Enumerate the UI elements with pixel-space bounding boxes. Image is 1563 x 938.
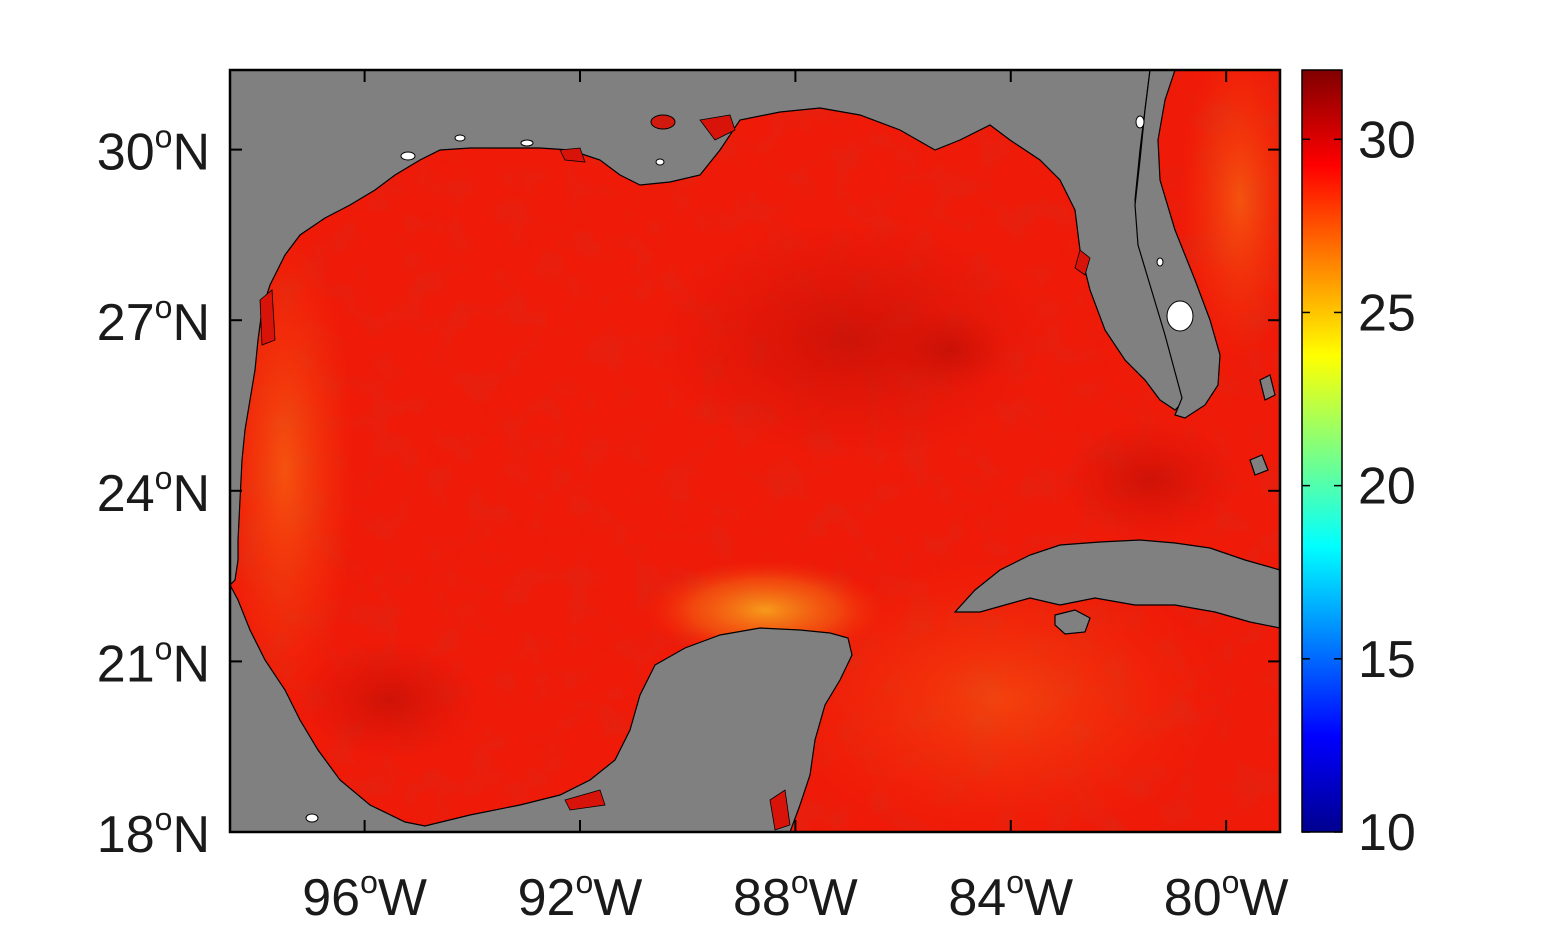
y-tick-label: 24oN (97, 460, 210, 523)
colorbar-tick-label: 30 (1358, 111, 1416, 169)
colorbar: 30 25 20 15 10 (1301, 69, 1416, 862)
y-tick-label: 30oN (97, 119, 210, 182)
y-tick-label: 27oN (97, 289, 210, 352)
lake (454, 134, 466, 142)
sst-orange-atlantic (1180, 70, 1280, 360)
lake (1156, 257, 1164, 267)
x-axis-ticks: 96oW 92oW 88oW 84oW 80oW (302, 70, 1289, 927)
lake-pontchartrain (650, 114, 676, 130)
land-bahamas (1259, 374, 1276, 401)
land-mexico (230, 584, 853, 832)
colorbar-tick-label: 20 (1358, 458, 1416, 516)
x-tick-label: 84oW (948, 864, 1073, 927)
coastal-bays (259, 114, 1091, 831)
x-tick-label: 88oW (733, 864, 858, 927)
lakes (305, 114, 1194, 823)
y-tick-label: 21oN (97, 630, 210, 693)
sst-dark-patch (300, 640, 480, 760)
map-frame (228, 68, 1282, 834)
colorbar-ticks: 30 25 20 15 10 (1302, 111, 1416, 862)
x-tick-label: 92oW (518, 864, 643, 927)
map-area (230, 70, 1280, 832)
lake (400, 151, 416, 161)
sst-orange-west (230, 230, 355, 710)
colorbar-tick-label: 25 (1358, 284, 1416, 342)
sst-dark-patch (1060, 420, 1240, 540)
colorbar-gradient (1301, 69, 1343, 833)
lake (1135, 115, 1145, 129)
y-tick-label: 18oN (97, 801, 210, 864)
land-isla-juventud (1054, 609, 1091, 635)
sst-orange-caribbean (780, 560, 1220, 832)
lake (520, 139, 534, 147)
land-masses (230, 70, 1280, 832)
land-bahamas (1249, 454, 1269, 476)
land-cuba (953, 539, 1280, 629)
lake-okeechobee (1166, 300, 1194, 332)
land-florida (1134, 70, 1221, 419)
sst-dark-patch (650, 220, 1050, 460)
lake (305, 813, 319, 823)
x-tick-label: 80oW (1164, 864, 1289, 927)
colorbar-tick-label: 15 (1358, 631, 1416, 689)
sst-dark-patch (890, 310, 1010, 390)
x-tick-label: 96oW (302, 864, 427, 927)
lake (655, 158, 665, 166)
colorbar-tick-label: 10 (1358, 804, 1416, 862)
land-north-america (230, 70, 1186, 586)
y-axis-ticks: 30oN 27oN 24oN 21oN 18oN (97, 119, 1280, 864)
